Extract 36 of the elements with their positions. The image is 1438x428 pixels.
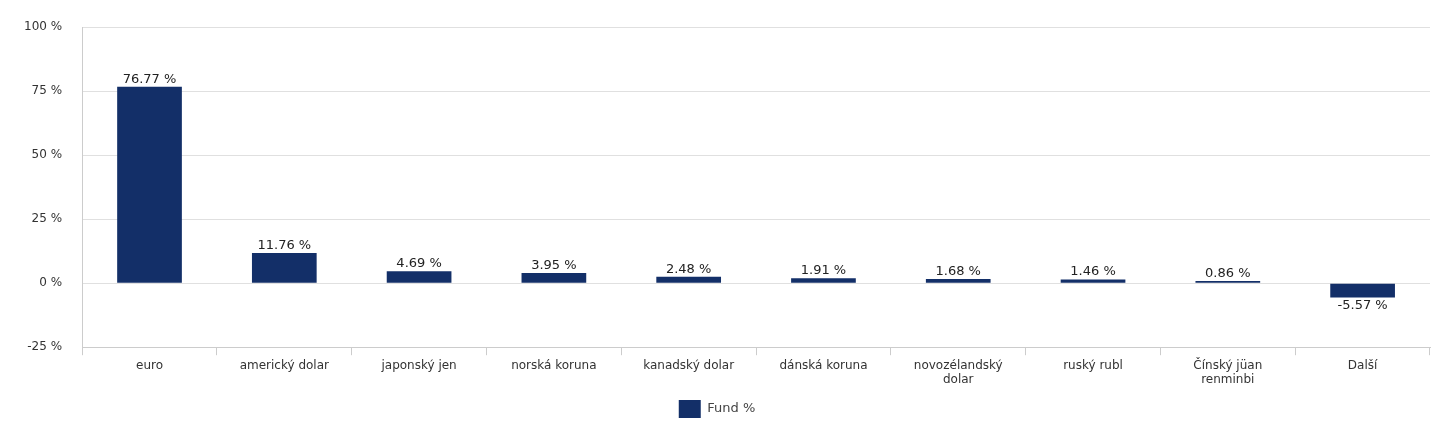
y-tick-label: 0 % xyxy=(39,275,63,290)
data-label: -5.57 % xyxy=(1337,297,1388,313)
data-label: 0.86 % xyxy=(1205,264,1251,280)
x-tick-label: Čínský jüan renminbi xyxy=(1193,356,1263,386)
y-tick-label: 100 % xyxy=(24,19,63,34)
x-tick-label: japonský jen xyxy=(380,357,457,372)
x-tick-label: euro xyxy=(136,357,164,372)
bar xyxy=(925,278,991,283)
bar xyxy=(791,278,856,283)
y-tick-label: 75 % xyxy=(31,83,63,98)
bar xyxy=(251,253,317,283)
bar xyxy=(386,271,452,283)
x-tick-label: Další xyxy=(1347,357,1379,372)
bar xyxy=(117,86,182,283)
data-label: 1.91 % xyxy=(800,262,847,278)
x-tick-label: americký dolar xyxy=(239,357,330,372)
bar xyxy=(1060,279,1126,283)
y-tick-label: -25 % xyxy=(27,339,63,354)
x-tick-label: novozélandský dolar xyxy=(913,357,1003,386)
data-label: 2.48 % xyxy=(665,260,712,276)
x-tick-label: dánská koruna xyxy=(779,357,868,372)
data-label: 3.95 % xyxy=(531,256,577,272)
data-label: 11.76 % xyxy=(257,236,312,252)
bar xyxy=(521,273,587,283)
x-tick-label: ruský rubl xyxy=(1063,357,1123,372)
y-tick-label: 25 % xyxy=(31,211,63,226)
y-tick-label: 50 % xyxy=(31,147,63,162)
legend-label: Fund % xyxy=(707,400,756,416)
bar xyxy=(656,276,722,283)
x-tick-label: norská koruna xyxy=(511,357,597,372)
data-label: 4.69 % xyxy=(396,255,442,271)
data-label: 1.46 % xyxy=(1070,263,1116,279)
x-tick-label: kanadský dolar xyxy=(643,357,735,372)
data-label: 76.77 % xyxy=(122,70,177,86)
bar xyxy=(1330,283,1395,298)
data-label: 1.68 % xyxy=(935,262,981,278)
